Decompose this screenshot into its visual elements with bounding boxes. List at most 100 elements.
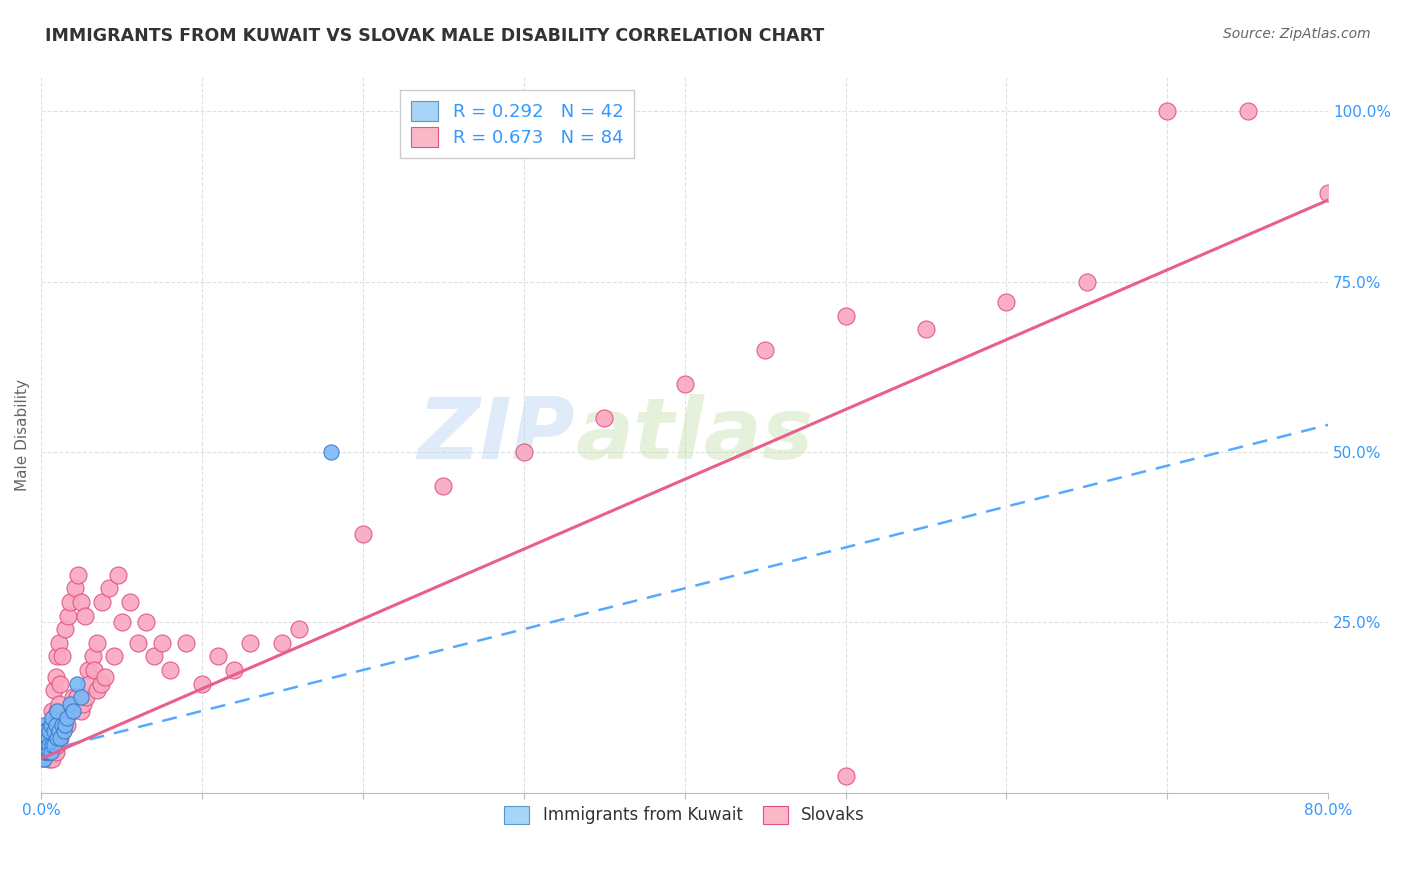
Point [110, 615, 132, 630]
Point [45, 745, 67, 759]
Point [41, 704, 63, 718]
Point [91, 595, 114, 609]
Point [60, 704, 83, 718]
Point [103, 649, 125, 664]
Point [1236, 104, 1258, 119]
Point [52, 724, 75, 739]
Point [38, 751, 60, 765]
Point [70, 690, 93, 705]
Point [97, 582, 120, 596]
Point [37, 738, 59, 752]
Point [174, 636, 197, 650]
Y-axis label: Male Disability: Male Disability [15, 379, 30, 491]
Point [191, 676, 214, 690]
Point [352, 526, 374, 541]
Point [46, 738, 69, 752]
Point [46, 649, 69, 664]
Point [150, 636, 173, 650]
Point [70, 595, 93, 609]
Point [38, 738, 60, 752]
Point [94, 670, 117, 684]
Point [42, 683, 65, 698]
Point [39, 745, 62, 759]
Text: IMMIGRANTS FROM KUWAIT VS SLOVAK MALE DISABILITY CORRELATION CHART: IMMIGRANTS FROM KUWAIT VS SLOVAK MALE DI… [45, 27, 824, 45]
Point [53, 711, 76, 725]
Point [56, 711, 79, 725]
Text: ZIP: ZIP [418, 393, 575, 476]
Point [39, 745, 62, 759]
Point [51, 717, 73, 731]
Point [48, 724, 70, 739]
Point [42, 717, 65, 731]
Point [65, 690, 87, 705]
Point [35, 745, 58, 759]
Point [72, 697, 94, 711]
Text: atlas: atlas [575, 393, 813, 476]
Point [118, 595, 141, 609]
Point [65, 676, 87, 690]
Point [49, 731, 72, 746]
Point [754, 343, 776, 357]
Point [62, 690, 84, 705]
Point [39, 717, 62, 731]
Point [271, 636, 294, 650]
Point [41, 751, 63, 765]
Point [41, 711, 63, 725]
Point [35, 731, 58, 746]
Point [48, 636, 70, 650]
Point [42, 724, 65, 739]
Point [42, 738, 65, 752]
Point [432, 479, 454, 493]
Point [42, 738, 65, 752]
Point [34, 751, 56, 765]
Point [41, 731, 63, 746]
Point [75, 690, 97, 705]
Point [48, 731, 70, 746]
Point [83, 663, 105, 677]
Point [107, 567, 129, 582]
Point [31, 738, 53, 752]
Point [35, 724, 58, 739]
Point [37, 731, 59, 746]
Point [31, 724, 53, 739]
Point [46, 704, 69, 718]
Point [52, 717, 75, 731]
Point [45, 717, 67, 731]
Legend: Immigrants from Kuwait, Slovaks: Immigrants from Kuwait, Slovaks [495, 796, 875, 834]
Point [1156, 104, 1178, 119]
Point [56, 717, 79, 731]
Point [51, 649, 73, 664]
Point [38, 745, 60, 759]
Point [31, 717, 53, 731]
Point [159, 663, 181, 677]
Point [207, 649, 229, 664]
Point [38, 724, 60, 739]
Point [31, 745, 53, 759]
Point [31, 751, 53, 765]
Point [834, 769, 856, 783]
Point [513, 445, 536, 459]
Point [46, 731, 69, 746]
Point [673, 376, 696, 391]
Point [86, 683, 108, 698]
Point [39, 717, 62, 731]
Point [59, 595, 82, 609]
Point [37, 745, 59, 759]
Point [53, 622, 76, 636]
Point [34, 745, 56, 759]
Point [49, 731, 72, 746]
Point [319, 445, 342, 459]
Point [62, 704, 84, 718]
Point [38, 724, 60, 739]
Point [1317, 186, 1340, 201]
Point [51, 724, 73, 739]
Point [59, 704, 82, 718]
Point [31, 738, 53, 752]
Point [239, 636, 262, 650]
Point [82, 649, 104, 664]
Point [35, 738, 58, 752]
Point [86, 636, 108, 650]
Point [34, 724, 56, 739]
Point [67, 567, 90, 582]
Point [59, 697, 82, 711]
